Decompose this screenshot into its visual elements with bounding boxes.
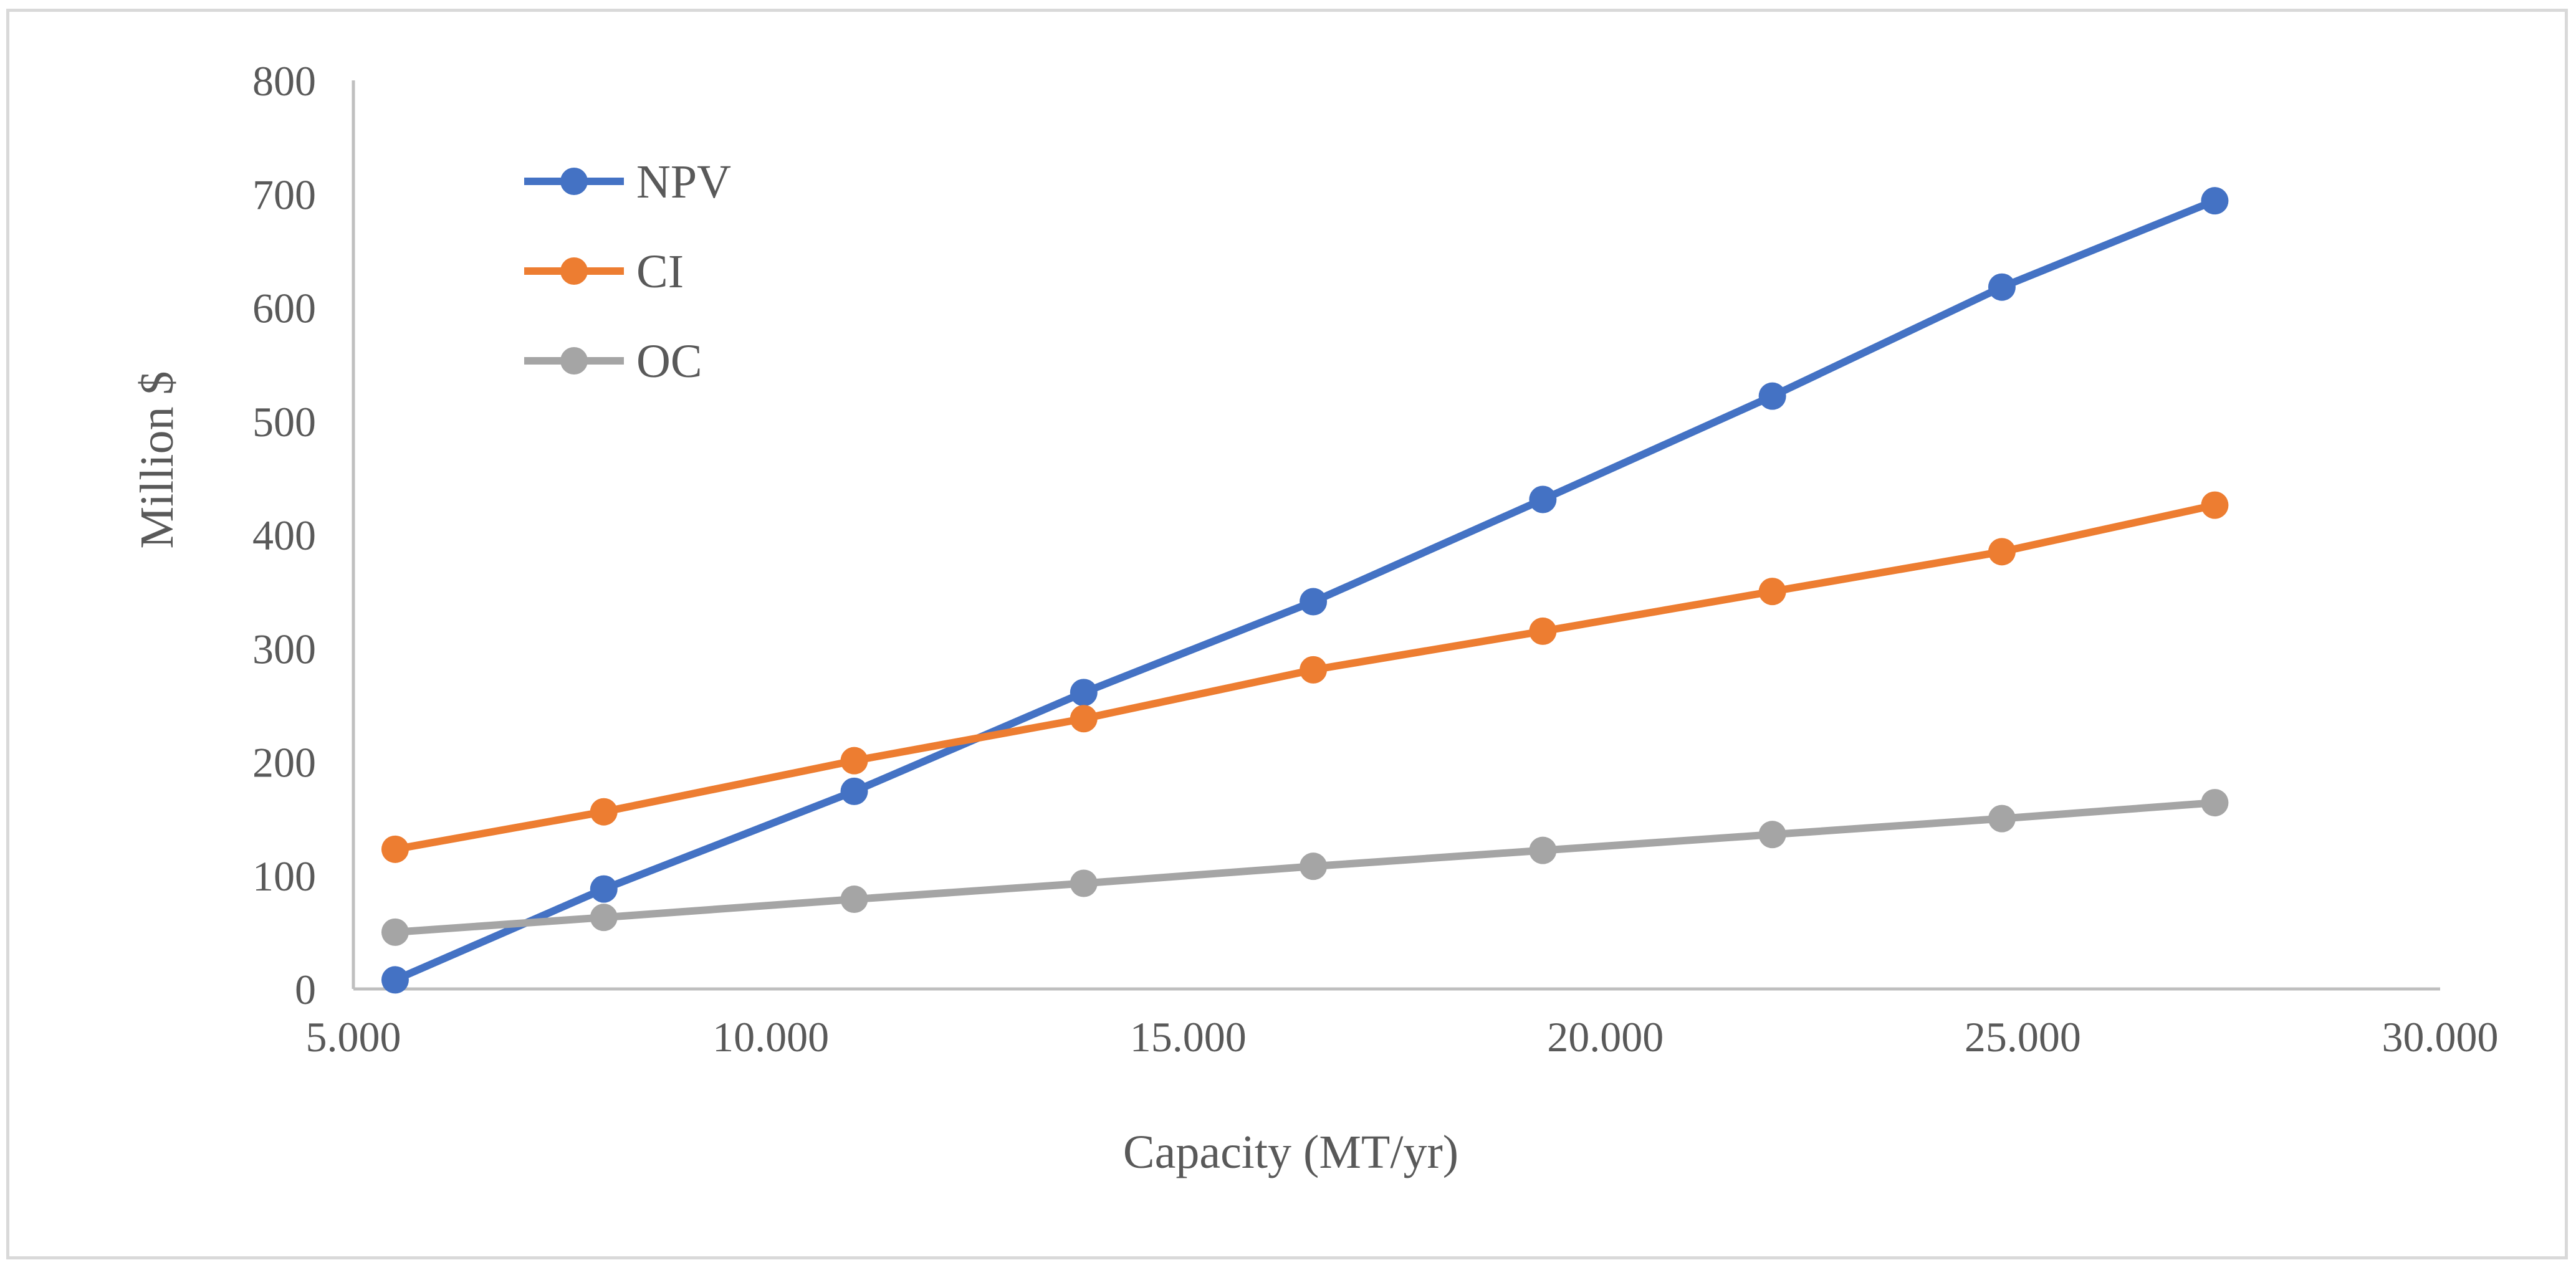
y-tick-label: 300 — [252, 625, 316, 672]
chart-frame: 0 100 200 300 400 500 600 700 800 5.000 10.000 15.… — [6, 9, 2568, 1259]
data-point-oc — [2201, 789, 2229, 817]
data-point-npv — [590, 875, 618, 903]
x-tick-label: 25.000 — [1965, 1013, 2081, 1061]
x-tick-label: 15.000 — [1130, 1013, 1247, 1061]
series-npv — [381, 187, 2229, 994]
data-point-npv — [1300, 588, 1328, 616]
data-point-ci — [2201, 491, 2229, 519]
x-tick-label: 20.000 — [1547, 1013, 1664, 1061]
legend-marker-oc — [560, 347, 588, 375]
legend-label-ci: CI — [636, 246, 684, 298]
data-point-oc — [1758, 821, 1786, 849]
data-point-oc — [1070, 869, 1098, 897]
y-tick-label: 600 — [252, 285, 316, 332]
data-point-oc — [1988, 804, 2016, 833]
data-point-ci — [590, 798, 618, 826]
y-axis-title: Million $ — [131, 371, 183, 548]
y-tick-label: 400 — [252, 512, 316, 559]
data-point-npv — [2201, 187, 2229, 215]
data-point-oc — [590, 904, 618, 932]
data-point-oc — [840, 886, 868, 914]
data-point-npv — [1070, 679, 1098, 707]
y-tick-label: 500 — [252, 398, 316, 446]
y-tick-label: 700 — [252, 171, 316, 218]
data-point-ci — [1758, 578, 1786, 606]
legend-label-oc: OC — [636, 335, 702, 388]
data-point-oc — [1529, 836, 1557, 864]
x-tick-label: 10.000 — [712, 1013, 829, 1061]
data-point-npv — [1988, 273, 2016, 301]
legend-marker-npv — [560, 168, 588, 195]
legend-item-oc: OC — [524, 335, 702, 388]
y-tick-label: 200 — [252, 739, 316, 786]
data-point-ci — [840, 747, 868, 775]
y-tick-labels: 0 100 200 300 400 500 600 700 800 — [252, 57, 316, 1013]
data-point-ci — [1070, 705, 1098, 733]
line-chart: 0 100 200 300 400 500 600 700 800 5.000 10.000 15.… — [131, 57, 2499, 1178]
data-point-ci — [1300, 656, 1328, 684]
legend-marker-ci — [560, 257, 588, 285]
data-point-oc — [1300, 852, 1328, 881]
x-tick-label: 5.000 — [306, 1013, 401, 1061]
legend-item-ci: CI — [524, 246, 684, 298]
data-point-npv — [840, 777, 868, 805]
data-point-oc — [381, 918, 409, 946]
x-tick-label: 30.000 — [2382, 1013, 2499, 1061]
data-point-ci — [1529, 617, 1557, 645]
x-tick-labels: 5.000 10.000 15.000 20.000 25.000 30.000 — [306, 1013, 2499, 1061]
legend-item-npv: NPV — [524, 156, 731, 208]
x-axis-title: Capacity (MT/yr) — [1123, 1126, 1458, 1178]
series-layer — [381, 187, 2229, 994]
series-oc — [381, 789, 2229, 946]
y-tick-label: 0 — [295, 966, 316, 1013]
axes — [352, 80, 2440, 991]
data-point-ci — [1988, 538, 2016, 566]
data-point-ci — [381, 835, 409, 863]
data-point-npv — [381, 966, 409, 994]
y-tick-label: 100 — [252, 852, 316, 900]
legend: NPV CI OC — [524, 156, 731, 388]
series-ci — [381, 491, 2229, 863]
legend-label-npv: NPV — [636, 156, 731, 208]
y-tick-label: 800 — [252, 57, 316, 105]
data-point-npv — [1758, 382, 1786, 410]
data-point-npv — [1529, 485, 1557, 513]
